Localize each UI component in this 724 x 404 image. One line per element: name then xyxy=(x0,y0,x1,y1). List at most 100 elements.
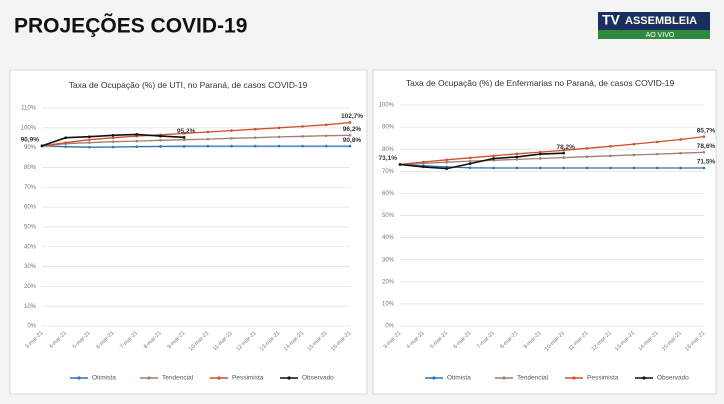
legend-marker xyxy=(432,376,436,380)
y-tick-label: 0% xyxy=(27,324,36,330)
page-title: PROJEÇÕES COVID-19 xyxy=(14,14,247,38)
chart-title: Taxa de Ocupação (%) de UTI, no Paraná, … xyxy=(69,80,308,90)
point xyxy=(88,145,91,149)
point xyxy=(253,127,257,131)
point xyxy=(159,145,162,148)
point xyxy=(111,140,115,143)
y-tick-label: 90% xyxy=(24,145,37,151)
point xyxy=(253,144,257,148)
point xyxy=(230,137,233,140)
y-tick-label: 100% xyxy=(21,125,37,131)
point xyxy=(182,132,186,135)
legend-marker xyxy=(217,376,221,380)
point xyxy=(301,125,304,128)
point xyxy=(609,154,612,158)
point xyxy=(562,149,565,152)
point xyxy=(135,139,139,143)
point xyxy=(702,150,706,154)
y-tick-label: 50% xyxy=(24,224,37,230)
point xyxy=(88,141,91,144)
point xyxy=(111,134,115,137)
legend-marker xyxy=(502,376,506,380)
point xyxy=(585,147,589,150)
point xyxy=(277,144,281,148)
y-tick-label: 20% xyxy=(382,279,395,285)
legend-marker xyxy=(642,376,646,380)
y-tick-label: 40% xyxy=(24,244,37,250)
y-tick-label: 70% xyxy=(382,169,395,175)
logo-bar xyxy=(598,30,710,39)
y-tick-label: 80% xyxy=(24,165,37,171)
legend-label: Tendencial xyxy=(517,375,549,382)
logo-tv: TV xyxy=(602,12,621,28)
logo-box xyxy=(598,12,710,30)
legend-label: Pessimista xyxy=(587,375,619,382)
point xyxy=(492,166,495,170)
series-line xyxy=(399,151,705,166)
y-tick-label: 30% xyxy=(24,264,37,270)
point xyxy=(422,165,425,169)
point xyxy=(468,159,472,163)
point xyxy=(301,135,304,138)
y-tick-label: 90% xyxy=(382,125,395,131)
y-tick-label: 10% xyxy=(24,304,37,310)
point xyxy=(325,134,328,138)
point xyxy=(348,121,352,124)
point xyxy=(562,151,565,155)
series-line xyxy=(399,135,705,166)
point xyxy=(253,136,257,140)
point xyxy=(702,166,706,170)
point xyxy=(702,135,706,138)
point xyxy=(515,152,519,156)
point xyxy=(182,144,186,148)
point xyxy=(111,145,115,149)
point xyxy=(539,157,542,160)
y-tick-label: 20% xyxy=(24,284,37,290)
point xyxy=(159,134,162,138)
point xyxy=(468,162,472,165)
legend-label: Observado xyxy=(657,375,689,382)
point xyxy=(515,155,519,159)
legend-label: Otimista xyxy=(92,375,116,382)
value-label: 85,7% xyxy=(697,127,716,134)
legend-marker xyxy=(77,376,81,380)
point xyxy=(468,166,472,170)
point xyxy=(64,145,67,148)
point xyxy=(182,136,186,139)
point xyxy=(135,134,139,138)
point xyxy=(632,166,636,170)
point xyxy=(40,144,44,148)
value-label: 71,5% xyxy=(697,159,716,166)
point xyxy=(539,150,542,154)
point xyxy=(679,151,682,155)
point xyxy=(325,123,328,127)
point xyxy=(230,129,233,132)
logo-name: ASSEMBLEIA xyxy=(625,15,697,27)
y-tick-label: 50% xyxy=(382,213,395,219)
legend-marker xyxy=(572,376,576,380)
legend-marker xyxy=(147,376,151,380)
y-tick-label: 10% xyxy=(382,301,395,307)
series-line xyxy=(41,134,351,147)
y-tick-label: 40% xyxy=(382,235,395,241)
point xyxy=(277,126,281,130)
legend-label: Tendencial xyxy=(162,375,194,382)
point xyxy=(609,145,612,148)
point xyxy=(609,166,612,170)
point xyxy=(515,158,519,161)
chart-panel xyxy=(372,69,717,395)
point xyxy=(88,135,91,139)
point xyxy=(111,136,115,140)
point xyxy=(492,154,495,158)
value-label: 90,8% xyxy=(343,137,362,144)
point xyxy=(655,152,659,156)
point xyxy=(655,166,659,170)
point xyxy=(539,152,542,156)
y-tick-label: 0% xyxy=(385,324,394,330)
value-label: 96,2% xyxy=(343,126,362,133)
channel-logo: TV ASSEMBLEIA AO VIVO xyxy=(598,12,710,39)
y-tick-label: 60% xyxy=(382,191,395,197)
point xyxy=(679,138,682,141)
